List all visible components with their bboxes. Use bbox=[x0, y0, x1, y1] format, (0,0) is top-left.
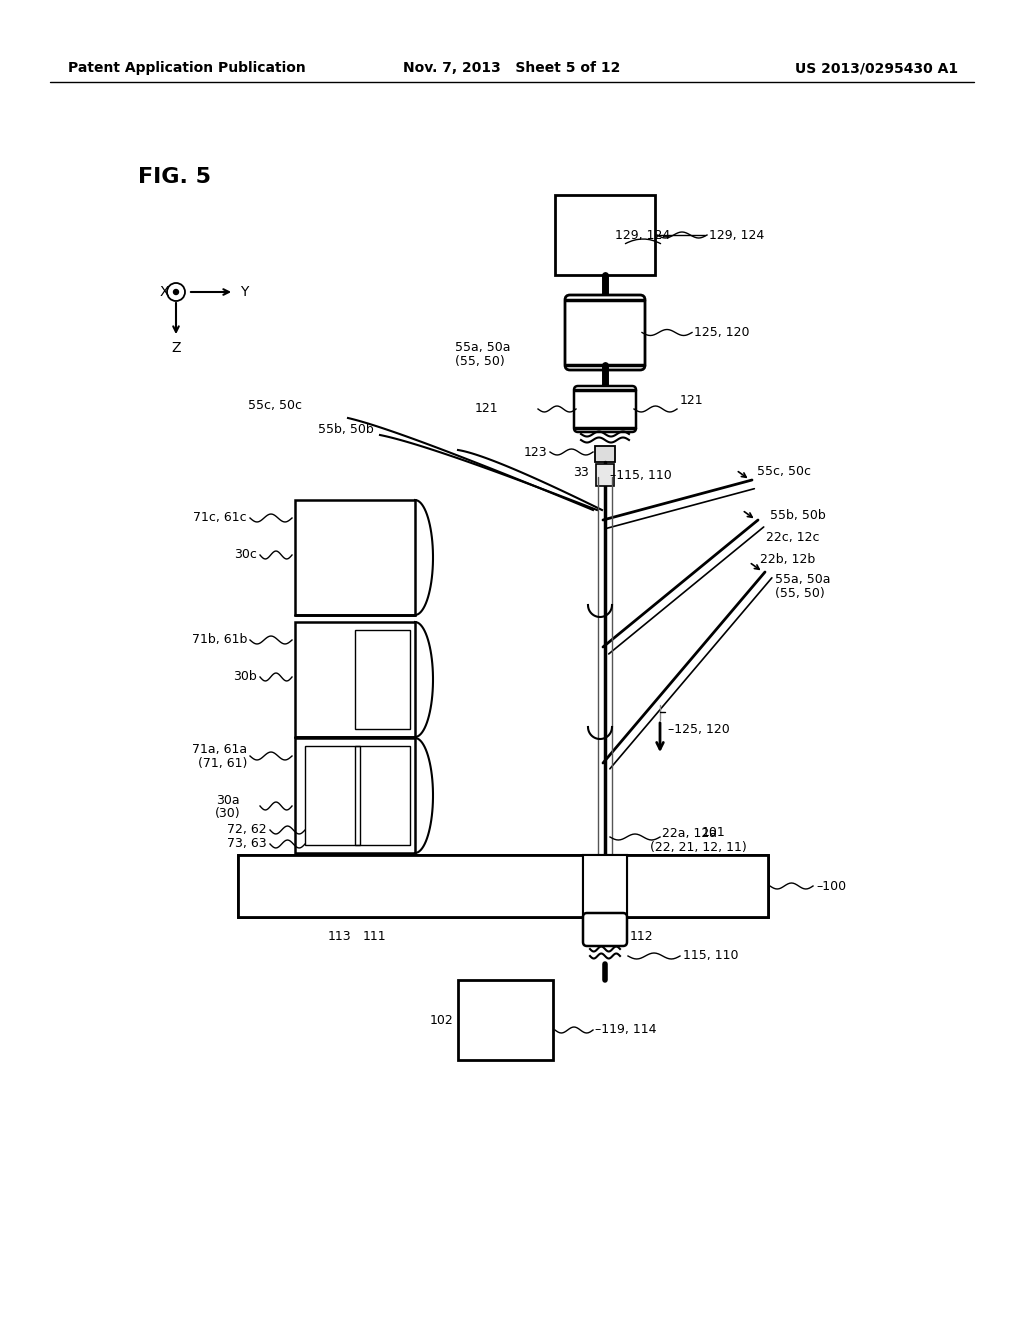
Bar bbox=[458, 979, 553, 1060]
Text: (71, 61): (71, 61) bbox=[198, 758, 247, 771]
Text: 129, 124: 129, 124 bbox=[709, 228, 764, 242]
Text: 30c: 30c bbox=[234, 549, 257, 561]
Bar bbox=[355, 746, 410, 845]
Text: 71c, 61c: 71c, 61c bbox=[194, 511, 247, 524]
Bar bbox=[305, 746, 360, 845]
Bar bbox=[295, 500, 415, 615]
Bar bbox=[305, 746, 360, 845]
FancyBboxPatch shape bbox=[583, 913, 627, 946]
Text: –100: –100 bbox=[816, 879, 846, 892]
Text: FIG. 5: FIG. 5 bbox=[138, 168, 211, 187]
Text: 73, 63: 73, 63 bbox=[227, 837, 267, 850]
Text: 22c, 12c: 22c, 12c bbox=[766, 532, 819, 544]
Text: (22, 21, 12, 11): (22, 21, 12, 11) bbox=[650, 841, 746, 854]
Text: 30b: 30b bbox=[233, 671, 257, 684]
Text: 111: 111 bbox=[362, 931, 387, 944]
Text: –115, 110: –115, 110 bbox=[610, 469, 672, 482]
Bar bbox=[555, 195, 655, 275]
Text: 121: 121 bbox=[474, 403, 498, 416]
Text: Nov. 7, 2013   Sheet 5 of 12: Nov. 7, 2013 Sheet 5 of 12 bbox=[403, 61, 621, 75]
Bar bbox=[238, 855, 768, 917]
Bar bbox=[596, 465, 614, 486]
Text: (55, 50): (55, 50) bbox=[455, 355, 505, 368]
Text: (55, 50): (55, 50) bbox=[775, 587, 824, 601]
Bar bbox=[355, 746, 410, 845]
Text: Z: Z bbox=[171, 341, 181, 355]
Text: 123: 123 bbox=[523, 446, 547, 458]
Text: 102: 102 bbox=[429, 1014, 453, 1027]
Text: 72, 62: 72, 62 bbox=[227, 824, 267, 837]
Text: 115, 110: 115, 110 bbox=[683, 949, 738, 962]
Text: (30): (30) bbox=[214, 808, 240, 821]
Text: 113: 113 bbox=[328, 931, 351, 944]
Text: 55c, 50c: 55c, 50c bbox=[248, 399, 302, 412]
Bar bbox=[238, 855, 768, 917]
Text: –125, 120: –125, 120 bbox=[668, 723, 730, 737]
Text: 55c, 50c: 55c, 50c bbox=[757, 466, 811, 479]
Text: –119, 114: –119, 114 bbox=[595, 1023, 656, 1036]
FancyBboxPatch shape bbox=[565, 294, 645, 370]
Text: 55b, 50b: 55b, 50b bbox=[318, 424, 374, 437]
Text: 125, 120: 125, 120 bbox=[694, 326, 750, 339]
Text: 30a: 30a bbox=[216, 793, 240, 807]
Text: 22b, 12b: 22b, 12b bbox=[760, 553, 815, 566]
Text: X: X bbox=[160, 285, 169, 300]
Text: 71a, 61a: 71a, 61a bbox=[191, 743, 247, 756]
Text: 22a, 12a: 22a, 12a bbox=[662, 826, 717, 840]
Text: US 2013/0295430 A1: US 2013/0295430 A1 bbox=[795, 61, 958, 75]
Text: 55a, 50a: 55a, 50a bbox=[455, 342, 511, 355]
Text: 129, 124: 129, 124 bbox=[615, 228, 671, 242]
Text: Y: Y bbox=[240, 285, 249, 300]
Bar bbox=[583, 855, 627, 917]
Text: 55b, 50b: 55b, 50b bbox=[770, 508, 825, 521]
Bar bbox=[595, 446, 615, 462]
Bar bbox=[355, 630, 410, 729]
Bar bbox=[583, 855, 627, 917]
Text: 112: 112 bbox=[630, 931, 653, 944]
Text: 55a, 50a: 55a, 50a bbox=[775, 573, 830, 586]
Text: 71b, 61b: 71b, 61b bbox=[191, 634, 247, 647]
Bar bbox=[295, 622, 415, 737]
Text: 121: 121 bbox=[680, 395, 703, 408]
Bar bbox=[295, 738, 415, 853]
Text: 33: 33 bbox=[573, 466, 589, 479]
Text: 101: 101 bbox=[702, 826, 726, 840]
Bar bbox=[355, 630, 410, 729]
Text: Patent Application Publication: Patent Application Publication bbox=[68, 61, 306, 75]
Circle shape bbox=[173, 289, 178, 294]
FancyBboxPatch shape bbox=[574, 385, 636, 432]
